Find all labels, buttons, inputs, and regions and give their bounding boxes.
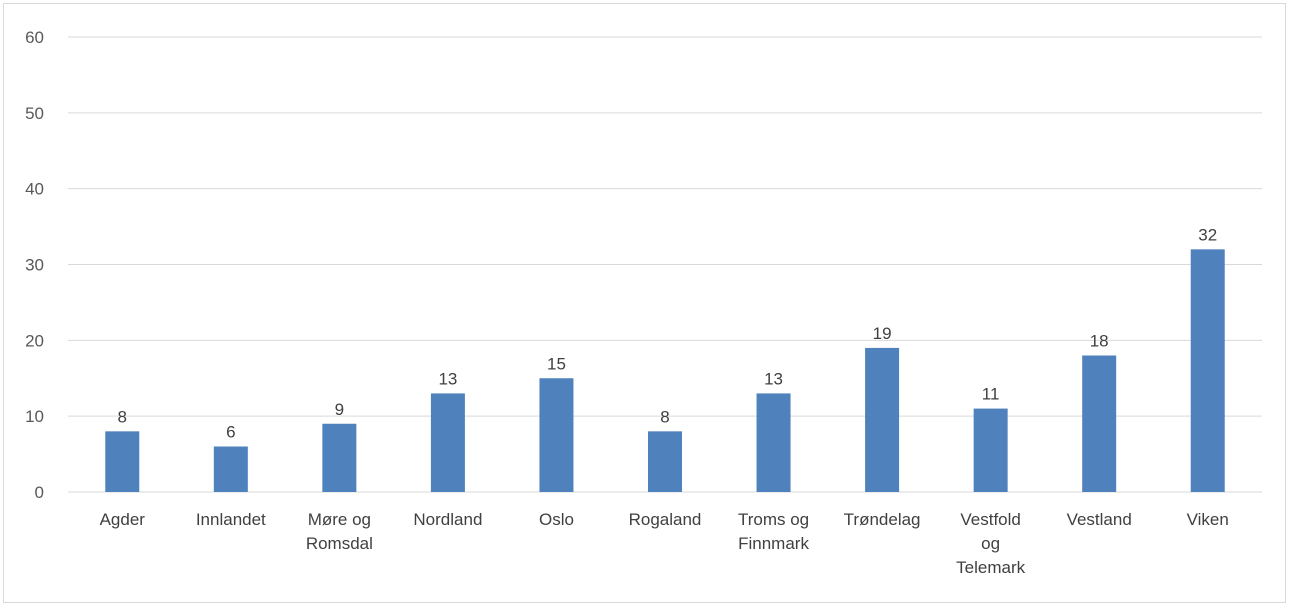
data-label: 18 — [1090, 332, 1109, 351]
x-category-label: Rogaland — [629, 510, 702, 529]
data-labels: 8 6 9 13 15 8 13 19 11 18 32 — [118, 225, 1218, 441]
x-category-label: Møre og Romsdal — [306, 510, 373, 553]
data-label: 32 — [1198, 225, 1217, 244]
x-category-label: Agder — [100, 510, 146, 529]
y-tick-label: 40 — [25, 180, 44, 199]
x-category-label-line: Møre og — [308, 510, 371, 529]
x-axis-category-labels: Agder Innlandet Møre og Romsdal Nordland Oslo… — [100, 510, 1229, 577]
data-label: 9 — [335, 400, 344, 419]
bar — [322, 423, 357, 492]
x-category-label-line: Trøndelag — [844, 510, 921, 529]
x-category-label-line: Viken — [1187, 510, 1229, 529]
bar — [213, 446, 248, 492]
x-category-label-line: og — [981, 534, 1000, 553]
bars — [105, 249, 1225, 492]
x-category-label-line: Innlandet — [196, 510, 266, 529]
x-category-label: Viken — [1187, 510, 1229, 529]
data-label: 19 — [873, 324, 892, 343]
x-category-label-line: Rogaland — [629, 510, 702, 529]
y-tick-label: 60 — [25, 28, 44, 47]
x-category-label: Oslo — [539, 510, 574, 529]
data-label: 11 — [982, 385, 1000, 404]
bar — [756, 393, 791, 492]
bar — [1190, 249, 1225, 492]
data-label: 6 — [226, 423, 235, 442]
x-category-label: Nordland — [413, 510, 482, 529]
x-category-label-line: Oslo — [539, 510, 574, 529]
data-label: 8 — [118, 407, 127, 426]
bar — [1082, 355, 1117, 492]
chart-frame — [3, 3, 1286, 603]
data-label: 13 — [438, 369, 457, 388]
x-category-label-line: Troms og — [738, 510, 809, 529]
bar — [539, 378, 574, 492]
bar — [430, 393, 465, 492]
y-tick-label: 50 — [25, 104, 44, 123]
bar — [105, 431, 140, 492]
x-category-label-line: Agder — [100, 510, 146, 529]
y-tick-label: 20 — [25, 331, 44, 350]
bar — [648, 431, 682, 492]
x-category-label: Troms og Finnmark — [738, 510, 810, 553]
gridlines — [68, 36, 1262, 493]
x-category-label-line: Finnmark — [738, 534, 809, 553]
bar — [865, 347, 900, 492]
x-category-label: Vestfold og Telemark — [956, 510, 1025, 577]
data-label: 13 — [764, 369, 783, 388]
y-tick-label: 10 — [25, 407, 44, 426]
x-category-label-line: Vestfold — [960, 510, 1021, 529]
y-tick-label: 30 — [25, 256, 44, 275]
x-category-label: Trøndelag — [844, 510, 921, 529]
data-label: 15 — [547, 354, 566, 373]
bar — [973, 408, 1008, 492]
x-category-label: Innlandet — [196, 510, 266, 529]
data-label: 8 — [660, 407, 669, 426]
x-category-label-line: Romsdal — [306, 534, 373, 553]
y-axis-tick-labels: 0 10 20 30 40 50 60 — [25, 28, 44, 502]
x-category-label-line: Nordland — [413, 510, 482, 529]
x-category-label: Vestland — [1067, 510, 1132, 529]
y-tick-label: 0 — [35, 483, 44, 502]
x-category-label-line: Vestland — [1067, 510, 1132, 529]
x-category-label-line: Telemark — [956, 558, 1025, 577]
